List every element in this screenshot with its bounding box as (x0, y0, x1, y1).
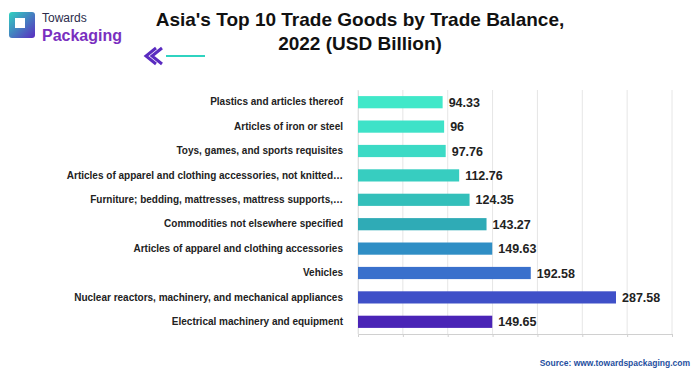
data-label: 287.58 (622, 291, 660, 305)
y-tick-label: Furniture; bedding, mattresses, mattress… (90, 194, 343, 205)
y-tick: Furniture; bedding, mattresses, mattress… (90, 194, 343, 205)
x-tick-mark (582, 334, 583, 337)
y-tick: Vehicles (303, 267, 343, 278)
y-tick-label: Articles of iron or steel (234, 121, 343, 132)
bar (358, 291, 616, 303)
x-tick-mark (627, 334, 628, 337)
logo-chevron (146, 48, 162, 64)
y-tick: Toys, games, and sports requisites (176, 145, 343, 156)
data-label: 149.65 (498, 315, 536, 329)
logo-icon (9, 12, 35, 38)
bar (358, 218, 487, 230)
y-tick: Electrical machinery and equipment (172, 316, 344, 327)
data-label: 192.58 (537, 267, 575, 281)
y-tick: Articles of apparel and clothing accesso… (133, 243, 343, 254)
x-tick (403, 334, 404, 337)
chart-title-line: Asia's Top 10 Trade Goods by Trade Balan… (156, 9, 565, 30)
bar (358, 243, 492, 255)
data-label: 112.76 (465, 169, 503, 183)
grid (358, 90, 672, 334)
x-axis-line (359, 335, 673, 338)
y-tick-label: Commodities not elsewhere specified (164, 218, 343, 229)
x-tick (672, 334, 673, 337)
bar (358, 121, 444, 133)
bar (358, 145, 446, 157)
data-label: 94.33 (449, 96, 480, 110)
x-tick (627, 334, 628, 337)
bar (358, 169, 459, 181)
x-tick-mark (672, 334, 673, 337)
x-tick (537, 334, 538, 337)
logo-text: Packaging (42, 27, 122, 44)
data-label: 143.27 (493, 218, 531, 232)
chart-title: Asia's Top 10 Trade Goods by Trade Balan… (156, 9, 565, 54)
bars (358, 96, 616, 328)
chart-svg: Towards Packaging Asia's Top 10 Trade Good… (0, 0, 700, 376)
data-label: 124.35 (476, 193, 514, 207)
y-tick: Nuclear reactors, machinery, and mechani… (74, 292, 343, 303)
grid-line (672, 90, 673, 334)
y-tick: Commodities not elsewhere specified (164, 218, 343, 229)
x-tick-mark (493, 334, 494, 337)
y-tick-label: Plastics and articles thereof (210, 96, 344, 107)
y-tick: Articles of apparel and clothing accesso… (67, 170, 343, 181)
logo-text: Towards (42, 11, 87, 25)
x-tick (448, 334, 449, 337)
plot: Plastics and articles thereof Articles of… (67, 90, 673, 337)
x-tick-mark (448, 334, 449, 337)
bar (358, 267, 531, 279)
y-tick-label: Electrical machinery and equipment (172, 316, 344, 327)
y-tick-label: Toys, games, and sports requisites (176, 145, 343, 156)
y-tick-label: Nuclear reactors, machinery, and mechani… (74, 292, 343, 303)
data-label: 96 (450, 120, 464, 134)
y-tick-label: Articles of apparel and clothing accesso… (133, 243, 343, 254)
y-axis: Plastics and articles thereof Articles of… (67, 91, 359, 335)
x-tick (582, 334, 583, 337)
y-tick: Articles of iron or steel (234, 121, 343, 132)
x-tick (493, 334, 494, 337)
data-label: 97.76 (452, 145, 483, 159)
logo-icon-inner (15, 18, 25, 28)
bar (358, 194, 470, 206)
x-tick-mark (537, 334, 538, 337)
y-tick: Plastics and articles thereof (210, 96, 344, 107)
x-axis (359, 334, 673, 337)
bar (358, 96, 443, 108)
logo-rule (166, 55, 205, 57)
y-tick-label: Vehicles (303, 267, 343, 278)
bar (358, 316, 492, 328)
data-label: 149.63 (498, 242, 536, 256)
x-tick-mark (403, 334, 404, 337)
data-labels: 94.33 96 97.76 112.76 124.35 143.27 149.63192.… (449, 96, 661, 330)
chart-title-line: 2022 (USD Billion) (278, 33, 442, 54)
source-note: Source: www.towardspackaging.com (540, 358, 691, 368)
y-tick-label: Articles of apparel and clothing accesso… (67, 170, 343, 181)
